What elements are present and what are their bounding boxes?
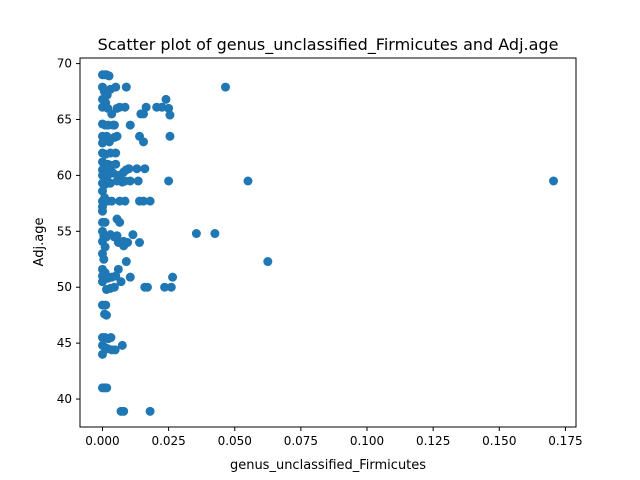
data-point-118 [119,241,129,251]
data-point-62 [99,254,109,264]
x-tick-label-0: 0.000 [85,434,119,448]
data-point-107 [119,406,129,416]
x-tick-label-5: 0.125 [416,434,450,448]
data-point-103 [111,271,121,281]
x-tick-label-7: 0.175 [548,434,582,448]
data-point-84 [110,345,120,355]
data-point-68 [97,277,107,287]
data-point-147 [191,229,201,239]
y-axis-ticks: 40 45 50 55 60 65 70 [57,57,80,406]
data-point-143 [164,176,174,186]
y-axis-label: Adj.age [32,218,47,267]
data-point-91 [112,103,122,113]
data-point-50 [97,206,107,216]
data-point-146 [168,272,178,282]
y-tick-label-6: 70 [57,57,72,71]
data-point-12 [107,109,117,119]
chart-title: Scatter plot of genus_unclassified_Firmi… [98,35,559,55]
data-point-123 [138,137,148,147]
data-point-149 [220,82,230,92]
data-point-48 [107,196,117,206]
x-tick-label-3: 0.075 [284,434,318,448]
data-point-75 [101,310,111,320]
x-tick-label-2: 0.050 [218,434,252,448]
y-tick-label-3: 55 [57,224,72,238]
data-point-138 [157,102,167,112]
data-point-85 [97,349,107,359]
data-point-126 [141,102,151,112]
y-tick-label-5: 65 [57,113,72,127]
data-point-112 [124,164,134,174]
data-point-151 [263,257,273,267]
y-tick-label-2: 50 [57,280,72,294]
data-point-108 [121,82,131,92]
data-point-152 [549,176,559,186]
x-tick-label-4: 0.100 [350,434,384,448]
data-point-73 [101,300,111,310]
data-point-132 [145,196,155,206]
data-point-30 [111,159,121,169]
data-point-148 [210,229,220,239]
data-point-145 [166,282,176,292]
data-point-129 [133,176,143,186]
data-point-105 [117,340,127,350]
data-point-21 [97,138,107,148]
data-point-150 [243,176,253,186]
data-point-135 [142,282,152,292]
data-point-133 [135,238,145,247]
x-axis-label: genus_unclassified_Firmicutes [230,458,426,473]
data-point-128 [140,164,150,174]
data-point-71 [109,282,119,292]
data-point-93 [112,131,122,141]
data-point-79 [106,333,116,343]
data-point-99 [115,217,125,227]
x-axis-ticks: 0.000 0.025 0.050 0.075 0.100 0.125 0.150 0.175 [85,427,583,448]
data-point-89 [111,82,121,92]
data-point-131 [138,196,148,206]
data-point-52 [100,217,110,227]
data-point-120 [121,257,131,267]
data-point-119 [128,230,138,240]
data-point-139 [161,94,171,104]
data-point-140 [164,103,174,113]
data-point-141 [165,110,175,120]
x-tick-label-6: 0.150 [482,434,516,448]
data-point-104 [116,277,126,287]
y-tick-label-0: 40 [57,392,72,406]
plot-area-frame [79,57,577,428]
points-layer [97,70,559,416]
data-point-109 [120,102,130,112]
x-tick-label-1: 0.025 [151,434,185,448]
y-tick-label-1: 45 [57,336,72,350]
y-tick-label-4: 60 [57,168,72,182]
data-point-144 [160,282,170,292]
data-point-94 [111,148,121,158]
data-point-88 [102,383,112,393]
data-point-3 [104,71,114,81]
data-point-92 [109,120,119,130]
data-point-127 [132,164,142,174]
data-point-110 [125,120,135,130]
data-point-114 [125,176,135,186]
data-point-142 [165,131,175,141]
data-point-100 [112,231,122,241]
data-point-115 [120,196,130,206]
data-point-121 [125,272,135,282]
data-point-136 [145,406,155,416]
